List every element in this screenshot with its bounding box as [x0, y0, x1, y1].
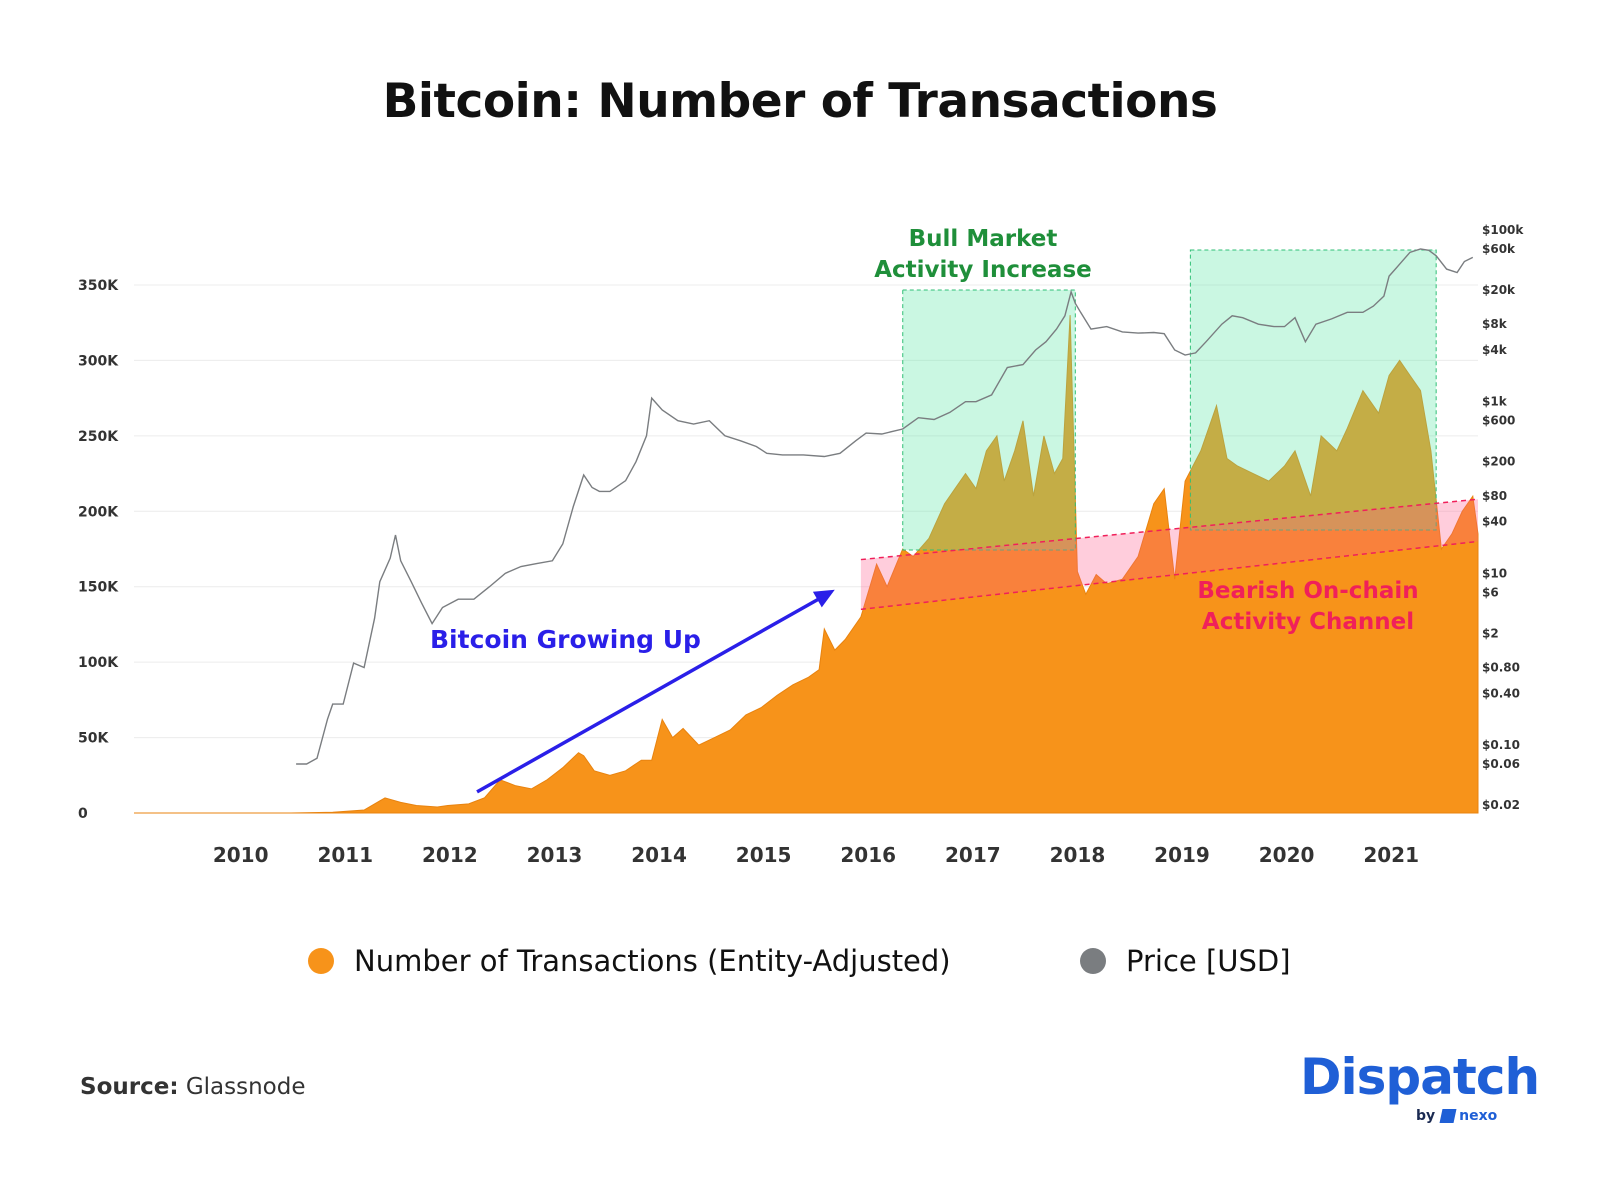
logo-partner: nexo — [1459, 1108, 1498, 1124]
price-tick-label: $60k — [1482, 242, 1516, 256]
price-tick-label: $0.40 — [1482, 686, 1520, 700]
price-tick-label: $100k — [1482, 223, 1524, 237]
price-tick-label: $40 — [1482, 515, 1507, 529]
growth-arrow — [476, 589, 835, 794]
x-tick-label: 2011 — [317, 843, 373, 867]
price-tick-label: $8k — [1482, 317, 1508, 331]
y-tick-label: 200K — [78, 504, 119, 520]
price-tick-label: $10 — [1482, 566, 1507, 580]
y-axis-right: $0.02 $0.06 $0.10 $0.40 $0.80 $2 $6 $10 $40 $80 $2… — [1482, 223, 1524, 812]
arrow-shaft — [476, 595, 824, 794]
annotations: Bull Market Activity Increase Bitcoin Grow… — [430, 226, 1419, 654]
x-tick-label: 2021 — [1363, 843, 1419, 867]
annotation-bull-market: Activity Increase — [874, 257, 1092, 283]
bull-market-highlights — [902, 249, 1437, 551]
y-tick-label: 300K — [78, 353, 119, 369]
annotation-bitcoin-growing-up: Bitcoin Growing Up — [430, 625, 701, 654]
legend-dot-transactions — [308, 948, 334, 974]
x-tick-label: 2017 — [945, 843, 1001, 867]
price-tick-label: $4k — [1482, 343, 1508, 357]
source-note: Source: Glassnode — [80, 1074, 306, 1100]
x-tick-label: 2014 — [631, 843, 687, 867]
price-series — [296, 248, 1474, 765]
price-tick-label: $80 — [1482, 489, 1507, 503]
annotation-bull-market: Bull Market — [909, 226, 1058, 252]
legend-item-transactions: Number of Transactions (Entity-Adjusted) — [308, 944, 951, 978]
price-tick-label: $200 — [1482, 455, 1515, 469]
y-tick-label: 0 — [78, 806, 88, 822]
y-tick-label: 150K — [78, 580, 119, 596]
source-value: Glassnode — [185, 1074, 306, 1100]
price-tick-label: $6 — [1482, 585, 1499, 599]
x-tick-label: 2010 — [213, 843, 269, 867]
x-tick-label: 2015 — [736, 843, 792, 867]
dispatch-logo: Dispatch by nexo — [1300, 1048, 1540, 1124]
price-tick-label: $2 — [1482, 626, 1499, 640]
logo-by: by — [1416, 1108, 1436, 1124]
y-tick-label: 250K — [78, 429, 119, 445]
y-axis-left: 0 50K 100K 150K 200K 250K 300K 350K — [78, 278, 119, 822]
legend-dot-price — [1080, 948, 1106, 974]
annotation-bearish-channel: Bearish On-chain — [1197, 578, 1418, 604]
price-line — [296, 248, 1474, 765]
y-tick-label: 50K — [78, 731, 109, 747]
x-tick-label: 2018 — [1050, 843, 1106, 867]
bearish-channel — [860, 498, 1479, 611]
transactions-area — [134, 315, 1479, 814]
legend-label-price: Price [USD] — [1126, 944, 1291, 978]
price-tick-label: $20k — [1482, 283, 1516, 297]
source-label: Source: — [80, 1074, 179, 1100]
bull-market-box — [902, 289, 1076, 551]
annotation-bearish-channel: Activity Channel — [1202, 609, 1414, 635]
logo-byline: by nexo — [1416, 1108, 1497, 1124]
price-tick-label: $0.02 — [1482, 798, 1520, 812]
channel-lower-line — [860, 540, 1479, 611]
transactions-series — [134, 315, 1479, 814]
price-tick-label: $0.06 — [1482, 757, 1520, 771]
bull-market-box — [1189, 249, 1437, 531]
legend-label-transactions: Number of Transactions (Entity-Adjusted) — [354, 944, 951, 978]
x-tick-label: 2013 — [527, 843, 583, 867]
y-tick-label: 350K — [78, 278, 119, 294]
y-tick-label: 100K — [78, 655, 119, 671]
legend-item-price: Price [USD] — [1080, 944, 1291, 978]
arrow-head-icon — [812, 589, 835, 608]
price-tick-label: $0.10 — [1482, 738, 1520, 752]
x-tick-label: 2016 — [840, 843, 896, 867]
chart-title: Bitcoin: Number of Transactions — [382, 74, 1218, 129]
x-tick-label: 2019 — [1154, 843, 1210, 867]
x-axis: 2010 2011 2012 2013 2014 2015 2016 2017 2018 2019… — [213, 843, 1419, 867]
channel-upper-line — [860, 498, 1479, 561]
logo-wordmark: Dispatch — [1300, 1048, 1540, 1106]
price-tick-label: $0.80 — [1482, 660, 1520, 674]
nexo-icon — [1439, 1109, 1457, 1123]
channel-band — [860, 499, 1478, 610]
x-tick-label: 2020 — [1259, 843, 1315, 867]
x-tick-label: 2012 — [422, 843, 478, 867]
price-tick-label: $600 — [1482, 414, 1515, 428]
price-tick-label: $1k — [1482, 395, 1508, 409]
